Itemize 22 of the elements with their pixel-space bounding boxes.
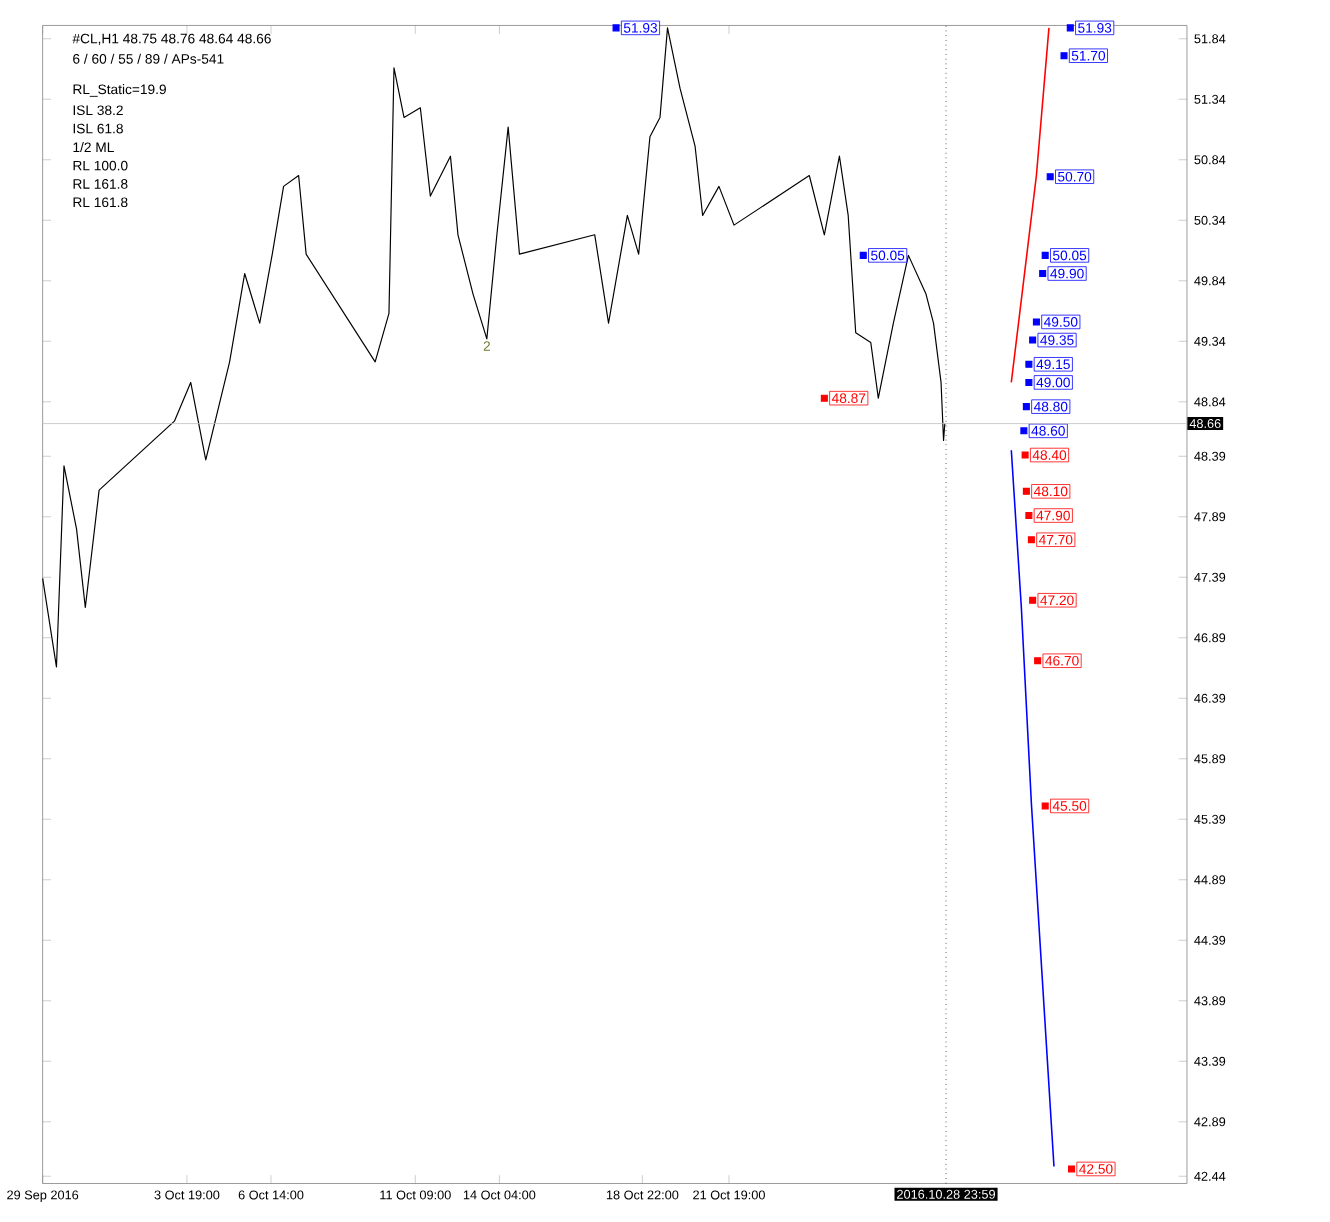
point — [1068, 1165, 1076, 1173]
point — [1025, 511, 1033, 519]
point — [1025, 360, 1033, 368]
point — [859, 251, 867, 259]
point — [1025, 378, 1033, 386]
point — [1041, 802, 1049, 810]
point — [1020, 426, 1028, 435]
point — [1046, 172, 1054, 180]
point — [820, 394, 828, 402]
point — [612, 24, 620, 32]
point — [1029, 336, 1037, 344]
point — [1034, 656, 1042, 664]
point — [1021, 451, 1029, 459]
point — [1027, 535, 1035, 543]
point — [1022, 487, 1030, 495]
point — [1060, 51, 1068, 59]
point — [1039, 269, 1047, 277]
point — [1022, 402, 1030, 410]
point — [1029, 596, 1037, 604]
point — [1041, 251, 1049, 259]
point — [1032, 318, 1040, 326]
point — [1066, 24, 1074, 32]
